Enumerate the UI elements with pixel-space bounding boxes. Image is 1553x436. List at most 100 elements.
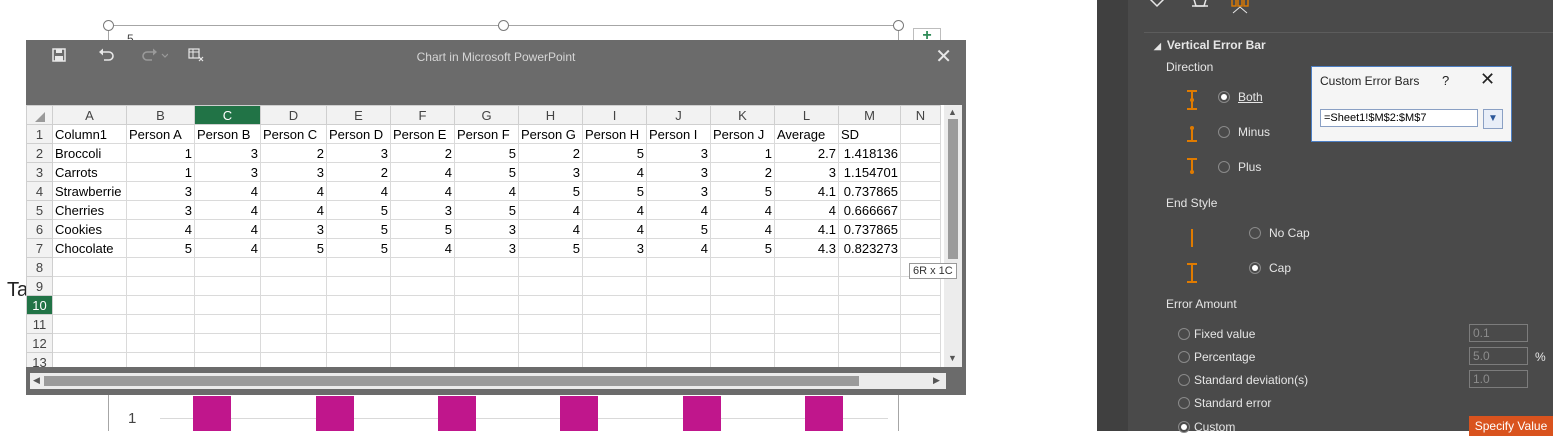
cell[interactable]: 4 bbox=[126, 219, 195, 239]
end-cap-label[interactable]: Cap bbox=[1269, 261, 1292, 275]
cell[interactable]: 4 bbox=[646, 200, 711, 220]
direction-plus-radio[interactable] bbox=[1218, 161, 1230, 173]
cell[interactable]: 3 bbox=[390, 200, 455, 220]
cell[interactable]: 4 bbox=[454, 181, 519, 201]
cell[interactable]: 4 bbox=[710, 219, 775, 239]
cell[interactable] bbox=[646, 295, 711, 315]
collapse-triangle-icon[interactable]: ◢ bbox=[1154, 41, 1161, 51]
direction-plus-label[interactable]: Plus bbox=[1238, 160, 1262, 174]
close-icon[interactable]: ✕ bbox=[935, 46, 952, 68]
cell[interactable] bbox=[646, 276, 711, 296]
table-row[interactable]: 5 Cherries 3 4 4 5 3 5 4 4 4 4 4 0.666667 bbox=[26, 200, 941, 220]
cell[interactable]: 4.1 bbox=[774, 219, 839, 239]
cell[interactable] bbox=[326, 295, 391, 315]
row-header[interactable]: 13 bbox=[26, 352, 53, 367]
cell[interactable] bbox=[454, 295, 519, 315]
cell[interactable]: 3 bbox=[126, 200, 195, 220]
column-header[interactable]: B bbox=[126, 105, 195, 125]
cell[interactable] bbox=[390, 352, 455, 367]
cell[interactable]: 5 bbox=[710, 238, 775, 258]
end-no-cap-label[interactable]: No Cap bbox=[1269, 226, 1310, 240]
cell[interactable]: 4 bbox=[646, 238, 711, 258]
row-header[interactable]: 6 bbox=[26, 219, 53, 239]
cell[interactable] bbox=[900, 181, 941, 201]
cell[interactable]: 2 bbox=[390, 143, 455, 163]
cell[interactable]: Chocolate bbox=[52, 238, 127, 258]
direction-both-radio[interactable] bbox=[1218, 91, 1230, 103]
cell[interactable] bbox=[52, 276, 127, 296]
cell[interactable] bbox=[326, 257, 391, 277]
cell[interactable] bbox=[194, 257, 261, 277]
cell[interactable] bbox=[646, 314, 711, 334]
cell[interactable]: 4 bbox=[774, 200, 839, 220]
help-icon[interactable]: ? bbox=[1442, 73, 1450, 88]
cell[interactable] bbox=[390, 257, 455, 277]
cell[interactable]: 5 bbox=[126, 238, 195, 258]
cell[interactable]: 3 bbox=[646, 162, 711, 182]
cell[interactable] bbox=[582, 333, 647, 353]
cell[interactable]: Broccoli bbox=[52, 143, 127, 163]
table-row[interactable]: 1 Column1 Person A Person B Person C Person D… bbox=[26, 124, 941, 144]
cell[interactable] bbox=[838, 333, 901, 353]
scroll-right-icon[interactable]: ▶ bbox=[933, 375, 940, 385]
cell[interactable] bbox=[194, 333, 261, 353]
cell[interactable]: 4 bbox=[390, 162, 455, 182]
cell[interactable]: 3 bbox=[126, 181, 195, 201]
resize-handle-top[interactable] bbox=[498, 20, 509, 31]
cell[interactable] bbox=[582, 352, 647, 367]
percentage-input[interactable]: 5.0 bbox=[1469, 347, 1528, 365]
column-header[interactable]: A bbox=[52, 105, 127, 125]
cell[interactable]: 4 bbox=[194, 200, 261, 220]
cell[interactable]: 1 bbox=[126, 162, 195, 182]
cell[interactable] bbox=[900, 219, 941, 239]
cell[interactable]: 0.737865 bbox=[838, 219, 901, 239]
cell[interactable]: 3 bbox=[194, 162, 261, 182]
cell[interactable] bbox=[900, 352, 941, 367]
cell[interactable]: Person J bbox=[710, 124, 775, 144]
cell[interactable] bbox=[900, 333, 941, 353]
cell[interactable]: 5 bbox=[390, 219, 455, 239]
std-dev-label[interactable]: Standard deviation(s) bbox=[1194, 373, 1309, 387]
cell[interactable] bbox=[900, 276, 941, 296]
cell[interactable]: 3 bbox=[518, 162, 583, 182]
cell[interactable]: Strawberrie bbox=[52, 181, 127, 201]
cell[interactable]: 4 bbox=[194, 181, 261, 201]
end-no-cap-radio[interactable] bbox=[1249, 227, 1261, 239]
cell[interactable] bbox=[126, 295, 195, 315]
cell[interactable] bbox=[838, 276, 901, 296]
row-header[interactable]: 10 bbox=[26, 295, 53, 315]
column-header[interactable]: N bbox=[900, 105, 941, 125]
cell[interactable]: 5 bbox=[326, 219, 391, 239]
percentage-label[interactable]: Percentage bbox=[1194, 350, 1256, 364]
cell[interactable] bbox=[838, 352, 901, 367]
cell[interactable]: 4 bbox=[260, 181, 327, 201]
cell[interactable] bbox=[390, 314, 455, 334]
table-row[interactable]: 9 bbox=[26, 276, 941, 296]
custom-radio[interactable] bbox=[1178, 421, 1190, 433]
column-header[interactable]: G bbox=[454, 105, 519, 125]
cell[interactable] bbox=[194, 295, 261, 315]
cell[interactable]: 5 bbox=[518, 238, 583, 258]
cell[interactable]: 5 bbox=[260, 238, 327, 258]
cell[interactable]: 2 bbox=[260, 143, 327, 163]
cell[interactable]: Person F bbox=[454, 124, 519, 144]
cell[interactable] bbox=[774, 257, 839, 277]
cell[interactable]: Person I bbox=[646, 124, 711, 144]
cell[interactable] bbox=[518, 314, 583, 334]
effects-tab-icon[interactable] bbox=[1190, 0, 1210, 15]
fixed-value-input[interactable]: 0.1 bbox=[1469, 324, 1528, 342]
cell[interactable] bbox=[52, 314, 127, 334]
cell[interactable]: 3 bbox=[260, 219, 327, 239]
cell[interactable]: 4 bbox=[710, 200, 775, 220]
horizontal-scroll-thumb[interactable] bbox=[44, 376, 859, 386]
horizontal-scrollbar[interactable]: ◀ ▶ bbox=[30, 373, 946, 389]
cell[interactable] bbox=[454, 257, 519, 277]
std-error-radio[interactable] bbox=[1178, 397, 1190, 409]
cell[interactable] bbox=[646, 333, 711, 353]
table-row[interactable]: 10 bbox=[26, 295, 941, 315]
cell[interactable] bbox=[326, 352, 391, 367]
column-header[interactable]: E bbox=[326, 105, 391, 125]
cell[interactable] bbox=[194, 352, 261, 367]
table-row[interactable]: 7 Chocolate 5 4 5 5 4 3 5 3 4 5 4.3 0.823273 bbox=[26, 238, 941, 258]
cell[interactable]: 4 bbox=[582, 162, 647, 182]
